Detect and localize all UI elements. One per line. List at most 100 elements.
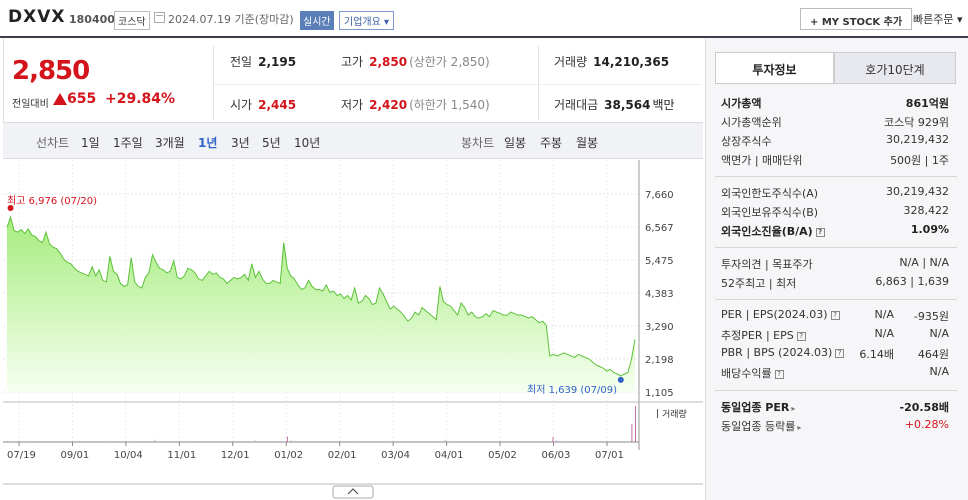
help-icon[interactable]: ? [835, 349, 845, 358]
x-tick-label: 09/01 [60, 450, 89, 461]
volume-bar [383, 440, 385, 442]
divider [715, 176, 957, 177]
volume-bar [251, 441, 252, 442]
dividend-label: 배당수익률 [721, 367, 772, 380]
market-cap-row: 시가총액 861억원 [721, 95, 949, 113]
tab-period-10y[interactable]: 10년 [294, 136, 321, 150]
foreign-limit-value: 30,219,432 [886, 185, 949, 198]
volume-bar [369, 441, 371, 442]
tab-line-chart[interactable]: 선차트 [36, 136, 70, 150]
volume-bar [423, 441, 425, 442]
volume-bar [179, 441, 181, 442]
tab-invest-info[interactable]: 투자정보 [715, 52, 834, 84]
volume-bar [477, 441, 479, 442]
invest-info-panel: 투자정보 호가10단계 시가총액 861억원 시가총액순위 코스닥 929위 상… [705, 38, 968, 500]
industry-per-row[interactable]: 동일업종 PER ▸ -20.58배 [721, 399, 949, 417]
est-per-row: 추정PER | EPS? N/A N/A [721, 327, 949, 345]
high-stat: 고가 2,850 (상한가 2,850) [341, 53, 490, 70]
volume-bar [570, 441, 572, 442]
divider [715, 299, 957, 300]
est-eps-value: N/A [929, 327, 949, 340]
upper-limit: (상한가 2,850) [409, 55, 490, 69]
pbr-row: PBR | BPS (2024.03)? 6.14배 464원 [721, 346, 949, 364]
volume-bar [315, 441, 317, 442]
volume-bar [236, 441, 238, 442]
market-cap-rank-row: 시가총액순위 코스닥 929위 [721, 114, 949, 132]
x-tick-label: 03/04 [381, 450, 410, 461]
tab-period-1w[interactable]: 1주일 [113, 136, 143, 150]
volume-bar [272, 441, 274, 442]
caret-right-icon: ▸ [797, 423, 802, 432]
tab-period-3y[interactable]: 3년 [231, 136, 250, 150]
volume-bar [132, 440, 134, 442]
volume-bar [258, 441, 260, 442]
tab-candle-daily[interactable]: 일봉 [504, 136, 527, 150]
tab-candle-monthly[interactable]: 월봉 [576, 136, 599, 150]
volume-bar [613, 441, 615, 442]
trade-value-value: 38,564 [604, 98, 651, 112]
tab-period-1y[interactable]: 1년 [198, 136, 218, 150]
collapse-chart-button[interactable] [332, 485, 374, 499]
quick-order-dropdown[interactable]: 빠른주문 ▾ [913, 13, 963, 26]
open-label: 시가 [230, 98, 253, 112]
volume-bar [358, 440, 360, 442]
help-icon[interactable]: ? [830, 311, 840, 320]
help-icon[interactable]: ? [796, 332, 806, 341]
stock-code: 180400 [69, 13, 115, 26]
industry-per-label: 동일업종 PER [721, 401, 790, 414]
tab-quote-10[interactable]: 호가10단계 [834, 52, 956, 84]
volume-bar [35, 441, 37, 442]
foreign-ratio-row: 외국인소진율(B/A)? 1.09% [721, 223, 949, 241]
volume-bar [222, 441, 224, 442]
volume-bar [10, 440, 12, 442]
divider [715, 247, 957, 248]
volume-bar [225, 441, 227, 442]
volume-bar [322, 441, 324, 442]
volume-bar [437, 441, 439, 442]
volume-bar [502, 441, 504, 442]
tab-candle-chart[interactable]: 봉차트 [461, 136, 495, 150]
volume-bar [294, 440, 296, 442]
per-row: PER | EPS(2024.03)? N/A -935원 [721, 308, 949, 326]
help-icon[interactable]: ? [815, 228, 825, 237]
tab-period-1d[interactable]: 1일 [81, 136, 100, 150]
low-stat: 저가 2,420 (하한가 1,540) [341, 96, 490, 113]
industry-change-row[interactable]: 동일업종 등락률 ▸ +0.28% [721, 418, 949, 436]
tab-candle-weekly[interactable]: 주봉 [540, 136, 563, 150]
volume-bar [365, 441, 367, 442]
volume-bar [197, 441, 199, 442]
low-value: 2,420 [369, 98, 408, 112]
help-icon[interactable]: ? [774, 370, 784, 379]
volume-bar [441, 441, 443, 442]
volume-bar [373, 441, 374, 442]
volume-bar [434, 441, 435, 442]
max-point-marker [7, 205, 14, 211]
realtime-button[interactable]: 실시간 [300, 11, 334, 30]
volume-bar [186, 441, 188, 442]
tab-period-5y[interactable]: 5년 [262, 136, 281, 150]
prev-close-label: 전일 [230, 55, 253, 69]
volume-bar [516, 441, 518, 442]
volume-bar [430, 441, 432, 442]
volume-bar [304, 441, 306, 442]
company-overview-dropdown[interactable]: 기업개요 ▾ [339, 11, 394, 30]
volume-bar [75, 441, 77, 442]
volume-bar [240, 441, 242, 442]
volume-label: 거래량 [554, 55, 588, 69]
opinion-value: N/A | N/A [899, 256, 949, 269]
volume-bar [269, 441, 270, 442]
volume-bar [283, 441, 285, 442]
price-chart[interactable]: 7,660 6,567 5,475 4,383 3,290 2,198 1,105 07/1… [3, 160, 703, 500]
add-mystock-button[interactable]: + MY STOCK 추가 [800, 8, 913, 30]
change-label: 전일대비 [12, 99, 49, 110]
volume-bar [78, 441, 80, 442]
x-tick-label: 05/02 [488, 450, 517, 461]
x-tick-label: 06/03 [542, 450, 571, 461]
volume-bar [42, 441, 44, 442]
volume-bar [355, 441, 357, 442]
stock-name: DXVX [8, 7, 66, 27]
tab-period-3m[interactable]: 3개월 [155, 136, 185, 150]
foreign-hold-value: 328,422 [903, 204, 950, 217]
volume-bar [7, 441, 8, 442]
volume-bar [340, 441, 342, 442]
